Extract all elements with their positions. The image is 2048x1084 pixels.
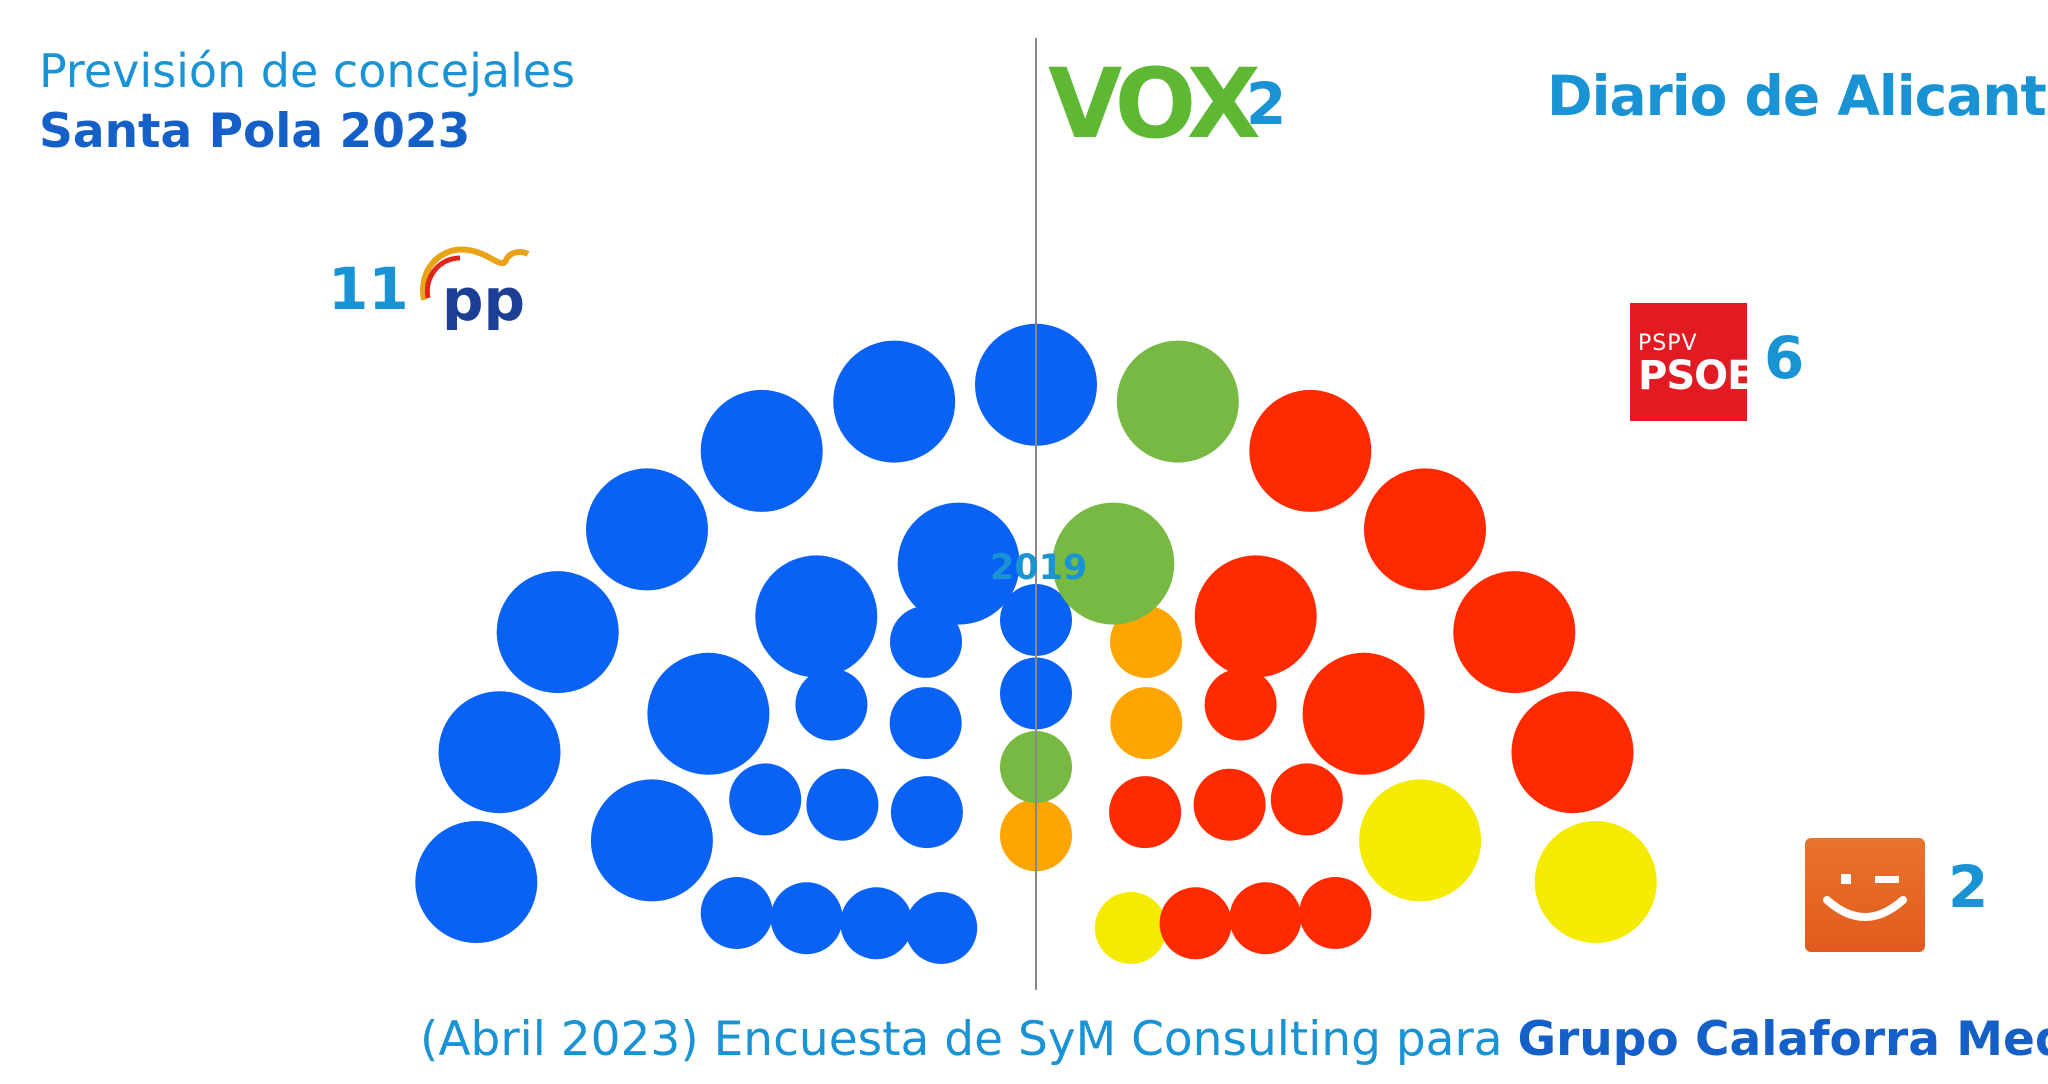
chart-subtitle: Santa Pola 2023 xyxy=(39,104,471,159)
seat-2023 xyxy=(700,389,823,512)
seat-2023 xyxy=(1116,340,1239,463)
footer-source-text: (Abril 2023) Encuesta de SyM Consulting … xyxy=(420,1012,1518,1067)
seat-2019 xyxy=(1110,605,1182,678)
seat-2019 xyxy=(700,877,773,949)
seat-2023 xyxy=(1194,555,1317,678)
seat-2023 xyxy=(1249,389,1372,512)
seat-2019 xyxy=(1193,768,1266,841)
psoe-logo: PSPV PSOE xyxy=(1630,303,1754,421)
seat-2019 xyxy=(729,763,802,836)
som-poble-logo xyxy=(1805,838,1925,952)
seat-2019 xyxy=(1094,892,1167,964)
seat-2023 xyxy=(586,468,708,591)
psoe-logo-small-text: PSPV xyxy=(1638,331,1698,356)
seat-2023 xyxy=(647,652,770,775)
seat-2019 xyxy=(889,687,962,760)
seat-2023 xyxy=(1052,502,1175,625)
psoe-logo-text: PSOE xyxy=(1638,353,1754,399)
seat-2019 xyxy=(890,776,963,849)
seat-2023 xyxy=(1453,571,1576,694)
pp-seat-count: 11 xyxy=(328,255,409,323)
seat-2019 xyxy=(1299,877,1372,949)
seat-2019 xyxy=(1159,887,1232,960)
seat-2019 xyxy=(890,605,962,678)
seat-2023 xyxy=(1534,821,1657,943)
psoe-seat-count: 6 xyxy=(1764,324,1805,392)
footer-source: (Abril 2023) Encuesta de SyM Consulting … xyxy=(420,1012,2048,1067)
seat-2023 xyxy=(590,779,713,902)
seat-2019 xyxy=(1270,763,1343,836)
pp-logo-text: pp xyxy=(442,266,525,330)
seat-2019 xyxy=(1204,668,1277,741)
seat-2023 xyxy=(1359,779,1482,902)
seat-2019 xyxy=(770,882,843,955)
som-poble-seat-count: 2 xyxy=(1948,853,1989,921)
seat-2019 xyxy=(1109,776,1182,849)
seat-2023 xyxy=(415,821,538,943)
vox-seat-count: 2 xyxy=(1246,70,1287,138)
vox-logo: VOX xyxy=(1048,48,1261,160)
footer-org: Grupo Calaforra Media xyxy=(1517,1012,2048,1067)
seat-2019 xyxy=(1229,882,1302,955)
seat-2023 xyxy=(438,691,561,814)
seat-2019 xyxy=(840,887,913,960)
seat-2019 xyxy=(806,768,879,841)
brand-logo: Diario de Alicante xyxy=(1547,64,2048,128)
seat-2023 xyxy=(1302,652,1425,775)
seat-2023 xyxy=(1364,468,1486,591)
seat-2023 xyxy=(833,340,956,463)
inner-ring-label: 2019 xyxy=(990,548,1088,588)
chart-title: Previsión de concejales xyxy=(39,44,576,98)
seat-2023 xyxy=(897,502,1020,625)
pp-logo: pp xyxy=(420,246,530,330)
seat-2019 xyxy=(795,668,868,741)
seat-2023 xyxy=(496,571,619,694)
seat-2023 xyxy=(755,555,878,678)
seat-2019 xyxy=(1110,687,1183,760)
seat-2023 xyxy=(1511,691,1634,814)
seat-2019 xyxy=(905,892,978,964)
